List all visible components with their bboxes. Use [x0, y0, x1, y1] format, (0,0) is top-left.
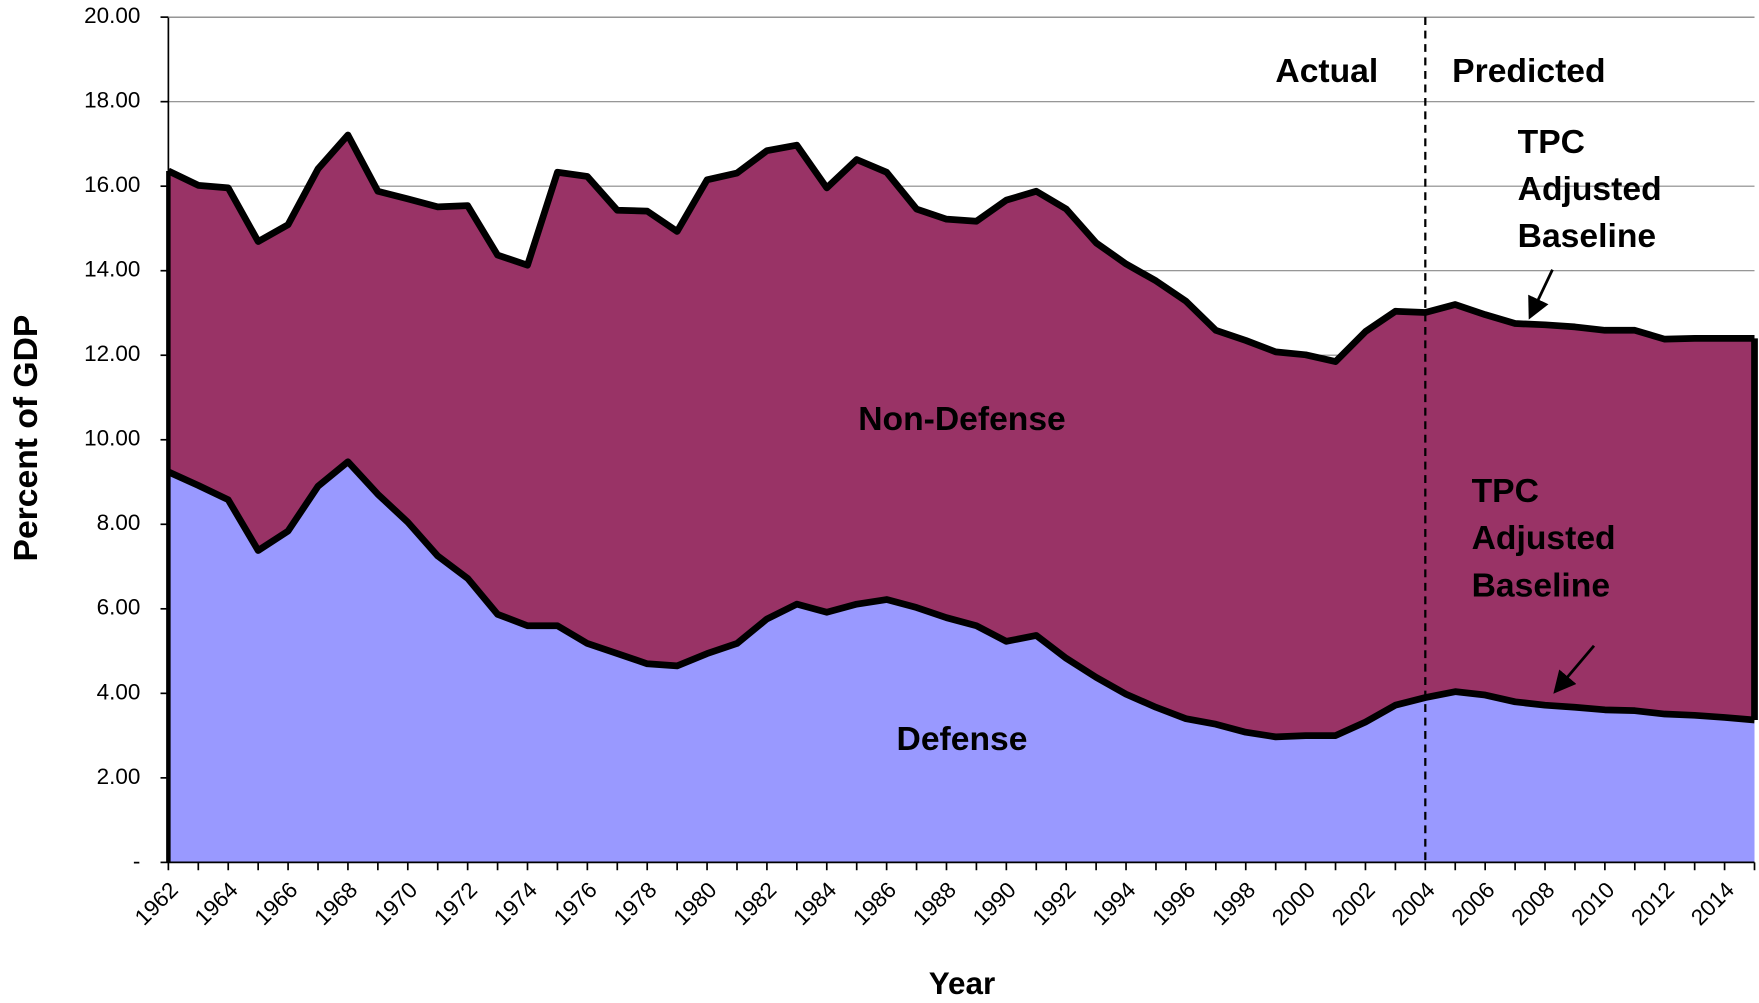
- x-tick-label: 1992: [1028, 877, 1081, 930]
- annotation: Adjusted: [1518, 171, 1662, 208]
- predicted-label: Predicted: [1452, 53, 1605, 90]
- x-tick-label: 1988: [908, 877, 961, 930]
- x-tick-label: 2002: [1327, 877, 1380, 930]
- y-tick-label: 16.00: [84, 172, 140, 197]
- x-tick-label: 2008: [1507, 877, 1560, 930]
- x-tick-label: 1978: [609, 877, 662, 930]
- annotation: Baseline: [1518, 218, 1656, 255]
- y-tick-label: 18.00: [84, 88, 140, 113]
- arrow: [1553, 644, 1596, 694]
- plot: - 2.00 4.00 6.00 8.00 10.00 12.00 14.00 16.00 18.…: [84, 3, 1758, 930]
- x-tick-label: 1964: [190, 877, 243, 930]
- arrow: [1528, 269, 1554, 320]
- y-tick-label: 6.00: [97, 595, 141, 620]
- x-tick-label: 1962: [130, 877, 183, 930]
- y-tick-label: 14.00: [84, 257, 140, 282]
- y-tick-label: 4.00: [97, 679, 141, 704]
- x-tick-label: 1998: [1207, 877, 1260, 930]
- x-tick-label: 2006: [1447, 877, 1500, 930]
- annotation: TPC: [1472, 473, 1539, 510]
- x-tick-label: 1970: [369, 877, 422, 930]
- x-tick-label: 2014: [1686, 877, 1739, 930]
- y-tick-label: -: [133, 848, 140, 873]
- x-tick-label: 1984: [788, 877, 841, 930]
- x-tick-label: 1974: [489, 877, 542, 930]
- y-tick-label: 10.00: [84, 426, 140, 451]
- area: [168, 461, 1755, 863]
- area-outline: [166, 458, 1755, 741]
- x-tick-label: 1994: [1088, 877, 1141, 930]
- y-tick-label: 20.00: [84, 3, 140, 28]
- area: [168, 135, 1755, 737]
- annotation: Baseline: [1472, 567, 1610, 604]
- x-tick-label: 1976: [549, 877, 602, 930]
- x-tick-label: 2012: [1626, 877, 1679, 930]
- y-tick-label: 2.00: [97, 764, 141, 789]
- x-tick-label: 1990: [968, 877, 1021, 930]
- y-tick-label: 12.00: [84, 341, 140, 366]
- x-axis-title: Year: [929, 966, 995, 1001]
- x-tick-label: 1972: [429, 877, 482, 930]
- annotation: Adjusted: [1472, 520, 1616, 557]
- x-tick-label: 2000: [1267, 877, 1320, 930]
- x-tick-label: 1996: [1147, 877, 1200, 930]
- annotation: TPC: [1518, 124, 1585, 161]
- actual-label: Actual: [1275, 53, 1378, 90]
- y-tick-label: 8.00: [97, 510, 141, 535]
- series-label: Non-Defense: [858, 401, 1066, 438]
- y-axis-title: Percent of GDP: [8, 315, 45, 562]
- x-tick-label: 1966: [250, 877, 303, 930]
- x-tick-label: 1986: [848, 877, 901, 930]
- series-label: Defense: [897, 721, 1028, 758]
- x-tick-label: 2004: [1387, 877, 1440, 930]
- x-tick-label: 1982: [728, 877, 781, 930]
- area-outline: [166, 131, 1755, 365]
- x-tick-label: 1968: [309, 877, 362, 930]
- x-tick-label: 2010: [1566, 877, 1619, 930]
- x-tick-label: 1980: [669, 877, 722, 930]
